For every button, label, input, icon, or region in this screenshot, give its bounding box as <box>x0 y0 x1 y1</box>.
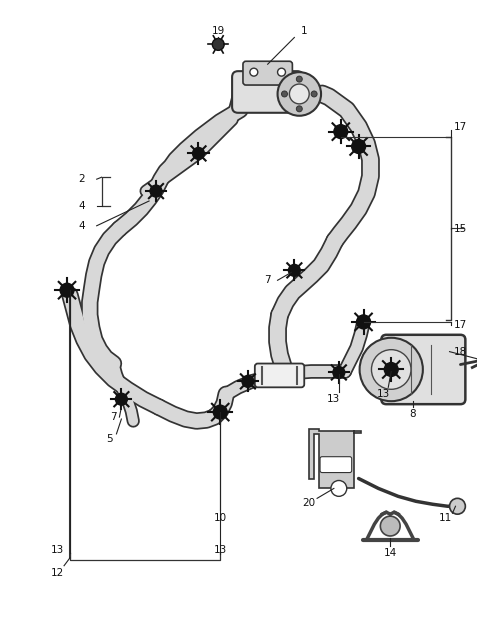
Circle shape <box>242 376 254 388</box>
Text: 4: 4 <box>79 201 85 211</box>
Circle shape <box>213 405 227 419</box>
FancyBboxPatch shape <box>320 457 352 472</box>
Text: 20: 20 <box>302 499 316 509</box>
Circle shape <box>372 349 411 389</box>
Text: 12: 12 <box>50 568 64 578</box>
Circle shape <box>60 283 74 297</box>
Circle shape <box>288 265 300 276</box>
Circle shape <box>192 147 204 159</box>
Circle shape <box>333 366 345 378</box>
FancyBboxPatch shape <box>255 364 304 388</box>
Circle shape <box>360 338 423 401</box>
Text: 2: 2 <box>79 174 85 184</box>
Text: 17: 17 <box>454 320 467 330</box>
Text: 7: 7 <box>264 275 271 285</box>
Circle shape <box>357 315 371 329</box>
Text: 19: 19 <box>212 26 225 36</box>
Text: 7: 7 <box>110 412 117 422</box>
Text: 13: 13 <box>50 545 64 555</box>
Circle shape <box>250 68 258 76</box>
Text: 14: 14 <box>384 548 397 558</box>
Circle shape <box>311 91 317 97</box>
Text: 5: 5 <box>106 434 113 444</box>
Text: 13: 13 <box>214 545 227 555</box>
Circle shape <box>450 499 466 514</box>
Circle shape <box>277 68 286 76</box>
Text: 17: 17 <box>454 122 467 132</box>
Text: 15: 15 <box>454 224 467 234</box>
Circle shape <box>296 106 302 112</box>
Text: 10: 10 <box>214 513 227 523</box>
Text: 4: 4 <box>79 221 85 231</box>
Text: 18: 18 <box>454 347 467 357</box>
Circle shape <box>478 356 480 364</box>
Circle shape <box>212 39 224 51</box>
Text: 8: 8 <box>409 409 416 419</box>
Circle shape <box>277 72 321 116</box>
Text: 13: 13 <box>377 389 390 399</box>
Circle shape <box>289 84 309 104</box>
Circle shape <box>296 76 302 82</box>
Circle shape <box>281 91 288 97</box>
Circle shape <box>331 480 347 496</box>
Text: 13: 13 <box>327 394 340 404</box>
Circle shape <box>116 393 127 405</box>
FancyBboxPatch shape <box>243 61 292 85</box>
FancyBboxPatch shape <box>232 71 303 113</box>
Text: 1: 1 <box>301 26 308 36</box>
FancyBboxPatch shape <box>381 335 466 404</box>
Circle shape <box>384 363 398 376</box>
Text: 11: 11 <box>439 513 452 523</box>
Polygon shape <box>309 429 360 489</box>
Circle shape <box>150 185 162 197</box>
Circle shape <box>334 125 348 139</box>
Circle shape <box>352 140 366 154</box>
Circle shape <box>380 516 400 536</box>
